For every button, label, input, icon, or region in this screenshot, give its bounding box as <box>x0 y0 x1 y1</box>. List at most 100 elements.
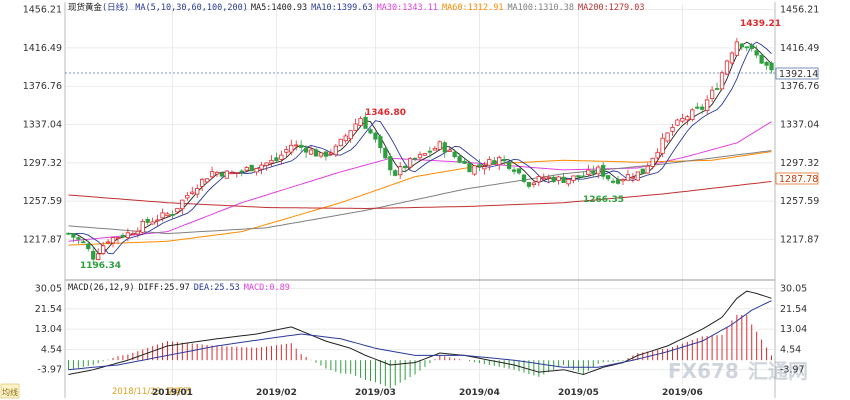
macd-tick-right: 30.05 <box>780 284 807 295</box>
candle-up <box>596 166 601 175</box>
candle-up <box>660 137 665 154</box>
ma-toggle-box[interactable] <box>0 383 20 399</box>
candle-up <box>110 237 116 244</box>
candle-up <box>482 166 487 170</box>
ma-line-ma200 <box>68 181 772 210</box>
candle-down <box>239 170 244 173</box>
price-tick-right: 1416.49 <box>780 43 819 54</box>
candle-up <box>398 166 403 176</box>
candle-up <box>105 241 111 244</box>
price-tick-right: 1456.21 <box>780 5 819 16</box>
candle-down <box>403 165 408 169</box>
time-tick: 2019/01 <box>152 388 193 398</box>
candle-down <box>744 46 749 49</box>
candle-down <box>383 147 388 159</box>
time-tick: 2019/03 <box>355 388 396 398</box>
ma-toggle-label[interactable]: 均线 <box>2 387 18 397</box>
annotation-feb-high: 1346.80 <box>365 108 406 118</box>
candle-down <box>91 250 96 260</box>
ma200-price-tag <box>775 172 819 185</box>
candle-up <box>655 151 660 159</box>
macd-tick-right: 4.54 <box>780 344 801 355</box>
candle-up <box>650 157 655 167</box>
candle-up <box>719 72 725 90</box>
candle-down <box>120 234 126 238</box>
candle-down <box>249 164 254 172</box>
candle-down <box>66 232 71 235</box>
macd-tick-right: 13.04 <box>780 324 807 335</box>
annotation-may-low: 1266.35 <box>583 195 624 205</box>
candle-down <box>412 157 418 160</box>
macd-tick-left: 30.05 <box>35 284 62 295</box>
candle-down <box>303 147 309 153</box>
price-tick-right: 1337.04 <box>780 120 819 131</box>
candle-down <box>388 156 393 171</box>
candle-down <box>561 176 566 184</box>
grid-lines <box>66 4 774 384</box>
candle-up <box>269 160 274 164</box>
candle-up <box>665 132 670 142</box>
candle-up <box>729 52 735 64</box>
candle-up <box>308 149 314 155</box>
candle-up <box>487 159 492 166</box>
candle-up <box>338 138 343 147</box>
candle-down <box>457 156 462 163</box>
candle-up <box>670 127 675 132</box>
candle-down <box>363 116 368 129</box>
candlesticks[interactable] <box>66 37 774 265</box>
candle-up <box>101 245 106 254</box>
macd-diff-line <box>68 290 772 376</box>
candle-up <box>709 89 715 99</box>
price-tick-left: 1297.32 <box>23 158 62 169</box>
candle-up <box>229 172 234 175</box>
ma200-price-value: 1287.78 <box>779 174 818 185</box>
time-tick: 2019/05 <box>558 388 599 398</box>
candle-up <box>204 178 210 183</box>
candle-down <box>601 164 606 177</box>
candle-up <box>447 149 452 152</box>
candle-down <box>81 241 86 244</box>
price-tick-right: 1297.32 <box>780 158 819 169</box>
candle-up <box>620 179 626 182</box>
candle-down <box>739 43 744 48</box>
price-axis-labels: 1456.21 1456.21 1416.49 1416.49 1376.76 1376.… <box>23 5 820 376</box>
time-tick: 2019/04 <box>459 388 500 398</box>
candle-up <box>536 176 541 183</box>
candle-up <box>358 118 363 126</box>
candle-up <box>165 213 170 217</box>
candle-up <box>348 130 353 140</box>
candle-up <box>214 171 220 175</box>
candle-up <box>635 171 640 181</box>
candle-up <box>130 233 135 235</box>
candle-down <box>274 157 279 161</box>
candle-down <box>700 106 705 110</box>
candle-up <box>586 169 591 175</box>
time-tick: 2019/02 <box>256 388 297 398</box>
macd-tick-left: -3.97 <box>37 365 62 376</box>
candle-down <box>323 151 329 157</box>
candle-up <box>140 220 145 233</box>
candle-up <box>264 162 269 166</box>
candle-down <box>615 179 621 184</box>
candle-up <box>180 199 185 210</box>
chart-header: 现货黄金(日线) MA(5,10,30,60,100,200) MA5:1400.9… <box>68 2 645 13</box>
price-tick-left: 1376.76 <box>23 81 62 92</box>
macd-tick-left: 13.04 <box>35 324 62 335</box>
candle-up <box>705 99 710 111</box>
candle-up <box>209 171 215 178</box>
candle-up <box>734 41 740 56</box>
candle-down <box>427 150 433 153</box>
candle-down <box>368 129 373 134</box>
macd-dea-line <box>68 300 772 371</box>
candle-down <box>492 160 497 165</box>
candle-up <box>135 230 140 235</box>
candle-up <box>333 145 338 156</box>
price-tick-right: 1257.59 <box>780 196 819 207</box>
candle-up <box>680 118 685 122</box>
candle-up <box>289 144 294 153</box>
candle-up <box>155 219 160 222</box>
candle-down <box>477 164 482 167</box>
current-price-tag <box>775 67 819 80</box>
candle-down <box>521 174 527 182</box>
